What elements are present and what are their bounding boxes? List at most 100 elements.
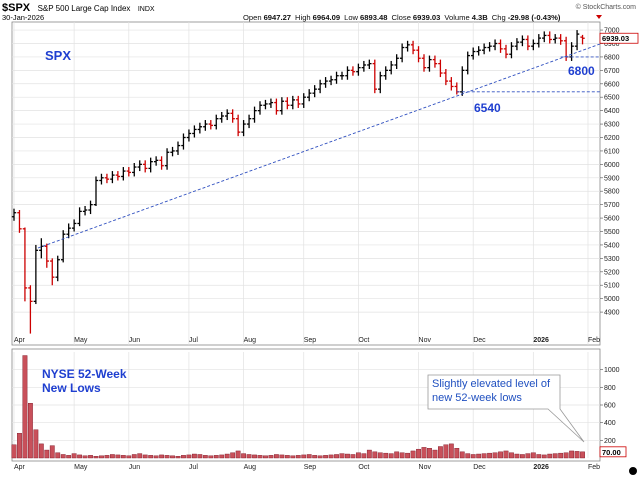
bar — [33, 429, 39, 459]
bar — [241, 453, 246, 459]
y-tick-label: 6700 — [604, 68, 620, 75]
bar — [399, 452, 405, 459]
bar — [55, 452, 61, 459]
ohlc-bar — [241, 120, 246, 137]
bar — [356, 452, 361, 459]
ohlc-bar — [192, 125, 197, 138]
ohlc-bar — [164, 148, 170, 170]
ohlc-bar — [465, 51, 470, 75]
ohlc-bar — [427, 55, 432, 72]
ohlc-bar — [143, 160, 148, 173]
x-tick-label: Feb — [588, 464, 600, 471]
x-tick-label: Sep — [304, 337, 317, 344]
panel-title: New Lows — [42, 381, 101, 395]
bar — [60, 454, 66, 459]
ohlc-bar — [323, 77, 328, 88]
bar — [17, 433, 22, 459]
ohlc-bar — [33, 244, 39, 305]
ohlc-bar — [132, 163, 137, 177]
ohlc-bar — [115, 171, 121, 181]
bar — [530, 452, 536, 459]
ohlc-bar — [547, 31, 552, 44]
ohlc-bar — [82, 205, 88, 216]
level-label: 6800 — [568, 64, 595, 78]
bar — [361, 453, 367, 459]
ohlc-bar — [170, 146, 175, 157]
bar — [219, 454, 225, 459]
ohlc-bar — [214, 114, 219, 130]
bar — [421, 447, 427, 459]
ohlc-bar — [235, 114, 241, 137]
bar — [99, 455, 104, 459]
bar — [388, 453, 394, 459]
bar — [487, 452, 492, 459]
callout — [427, 374, 585, 443]
ohlc-bar — [203, 120, 208, 131]
y-tick-label: 5000 — [604, 296, 620, 303]
bar — [558, 452, 564, 459]
ohlc-bar — [219, 111, 224, 123]
bar — [536, 454, 542, 459]
panel-title: NYSE 52-Week — [42, 367, 127, 381]
bar — [454, 448, 460, 459]
ohlc-bar — [520, 35, 525, 47]
ohlc-bar — [181, 133, 186, 150]
stat-value: -29.98 (-0.43%) — [508, 13, 561, 22]
ohlc-bar — [421, 54, 427, 72]
stat-label: Chg — [492, 13, 506, 22]
ohlc-bar — [372, 59, 377, 94]
ohlc-bar — [312, 85, 317, 98]
ohlc-bar — [509, 42, 514, 59]
stat-value: 6947.27 — [264, 13, 291, 22]
ohlc-bar — [99, 173, 104, 185]
bar — [109, 454, 115, 459]
bar — [246, 454, 252, 459]
bar — [345, 453, 350, 459]
bar — [159, 454, 164, 459]
ohlc-bar — [498, 39, 503, 53]
bar — [366, 449, 372, 459]
price-panel — [11, 21, 601, 346]
ohlc-bar — [66, 223, 71, 239]
bar — [213, 455, 219, 459]
x-tick-label: Aug — [244, 464, 257, 471]
header-stats: Open 6947.27 High 6964.09 Low 6893.48 Close 693… — [243, 13, 561, 22]
bar — [481, 453, 487, 459]
corner-dot — [629, 467, 637, 475]
x-tick-label: Sep — [304, 464, 317, 471]
bar — [339, 453, 345, 459]
ohlc-bar — [296, 95, 301, 108]
ohlc-bar — [55, 255, 60, 282]
ohlc-bar — [361, 60, 367, 72]
ohlc-bar — [339, 71, 345, 80]
bar — [405, 452, 410, 459]
bar — [104, 455, 110, 459]
ohlc-bar — [153, 156, 159, 166]
stat-label: Open — [243, 13, 262, 22]
ohlc-bar — [17, 210, 22, 233]
ohlc-bar — [367, 59, 372, 70]
x-tick-label: May — [74, 464, 88, 471]
ohlc-bar — [88, 200, 93, 215]
bar — [164, 455, 170, 459]
y-tick-label: 5800 — [604, 189, 620, 196]
ohlc-bar — [263, 99, 268, 110]
bar — [520, 454, 525, 459]
ohlc-bar — [159, 156, 164, 170]
stat-value: 6939.03 — [413, 13, 440, 22]
ohlc-bar — [432, 55, 438, 68]
bar — [38, 443, 44, 459]
bar — [181, 455, 186, 459]
ohlc-bar — [197, 122, 203, 134]
bar — [191, 453, 197, 459]
ohlc-bar — [389, 60, 394, 75]
ohlc-bar — [487, 42, 492, 52]
x-tick-label: Aug — [244, 337, 257, 344]
y-tick-label: 6200 — [604, 135, 620, 142]
bar — [284, 455, 290, 459]
ohlc-bar — [175, 141, 181, 155]
x-tick-label: Jul — [189, 337, 198, 344]
ohlc-bar — [104, 173, 110, 184]
bar — [301, 454, 307, 459]
